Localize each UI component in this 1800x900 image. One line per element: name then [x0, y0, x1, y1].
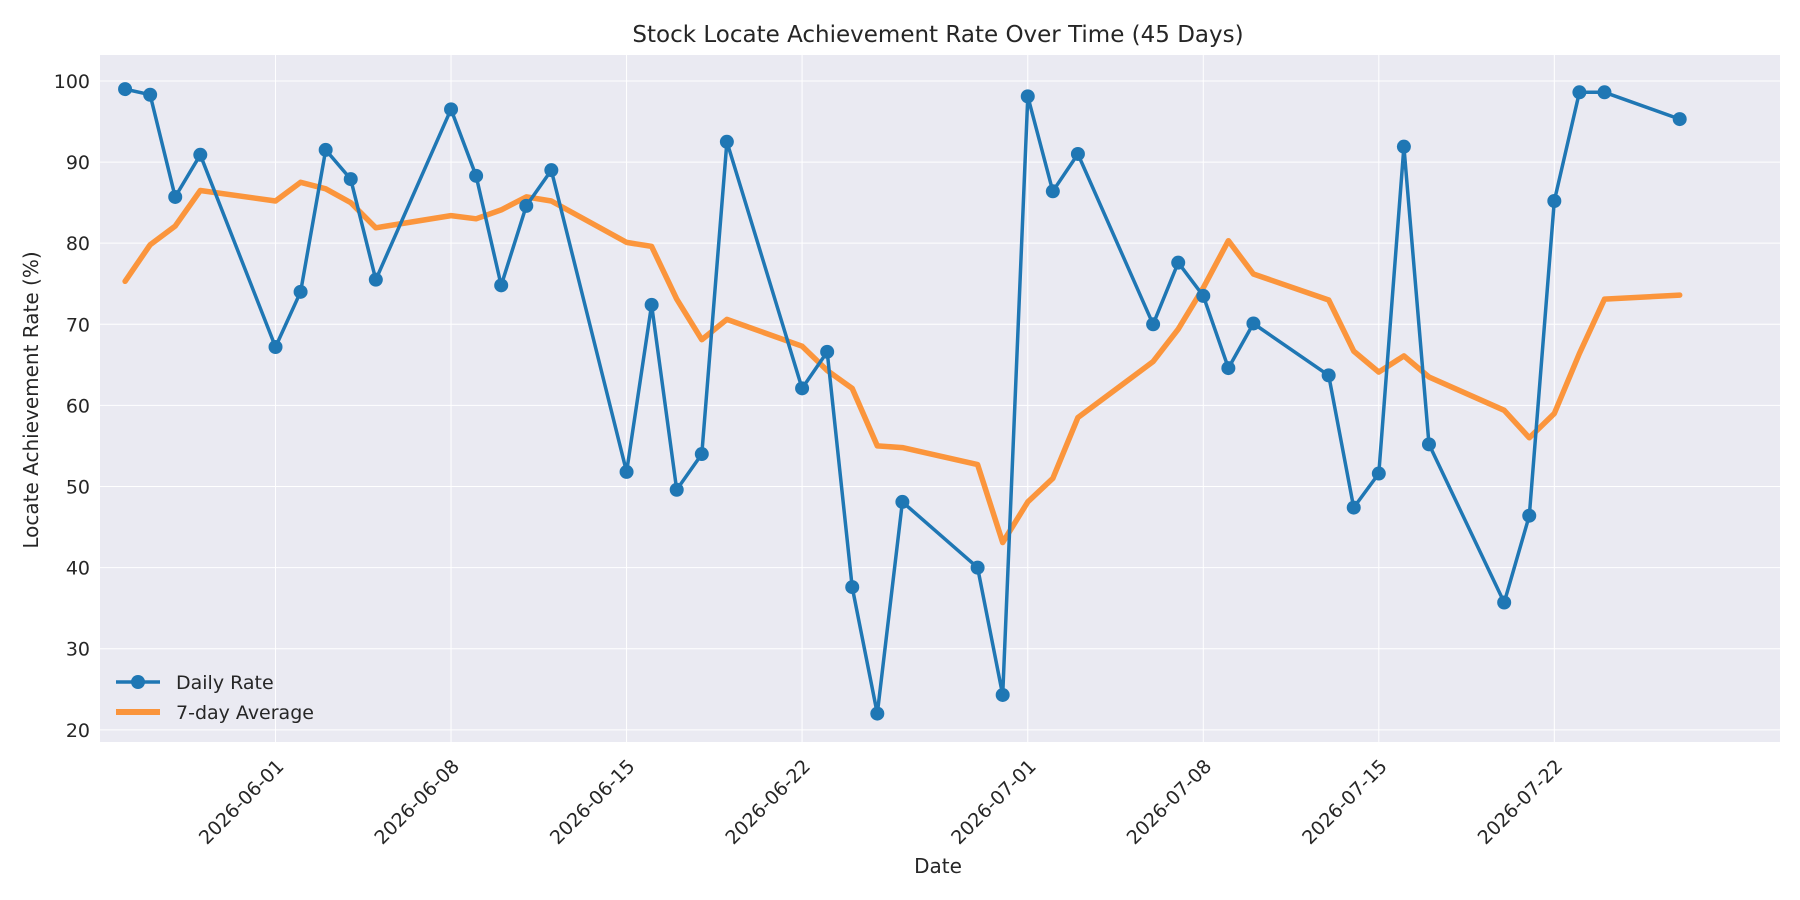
- daily-point: [1246, 316, 1261, 331]
- y-tick-label: 40: [66, 558, 90, 580]
- daily-point: [694, 447, 709, 462]
- x-tick-label: 2026-07-15: [1298, 755, 1392, 849]
- daily-point: [1547, 193, 1562, 208]
- daily-point: [1421, 437, 1436, 452]
- legend: Daily Rate 7-day Average: [116, 672, 314, 724]
- y-tick-label: 20: [66, 720, 90, 742]
- daily-point: [1171, 255, 1186, 270]
- daily-point: [168, 189, 183, 204]
- x-tick-label: 2026-06-08: [370, 755, 464, 849]
- x-axis-ticks: 2026-06-01 2026-06-08 2026-06-15 2026-06-22…: [195, 755, 1567, 849]
- daily-point: [1597, 85, 1612, 100]
- daily-point: [1070, 146, 1085, 161]
- y-axis-ticks: 20 30 40 50 60 70 80 90 100: [54, 71, 90, 742]
- daily-point: [845, 580, 860, 595]
- daily-point: [995, 687, 1010, 702]
- daily-point: [1221, 361, 1236, 376]
- daily-point: [1396, 139, 1411, 154]
- daily-point: [469, 168, 484, 183]
- daily-point: [1497, 595, 1512, 610]
- y-tick-label: 60: [66, 395, 90, 417]
- daily-point: [268, 339, 283, 354]
- daily-point: [820, 344, 835, 359]
- daily-point: [494, 278, 509, 293]
- daily-point: [644, 297, 659, 312]
- y-tick-label: 50: [66, 477, 90, 499]
- daily-point: [368, 272, 383, 287]
- daily-point: [1346, 500, 1361, 515]
- y-tick-label: 30: [66, 639, 90, 661]
- daily-point: [1020, 89, 1035, 104]
- y-tick-label: 80: [66, 233, 90, 255]
- x-tick-label: 2026-06-22: [721, 755, 815, 849]
- daily-point: [293, 284, 308, 299]
- daily-point: [619, 464, 634, 479]
- x-tick-label: 2026-07-01: [947, 755, 1041, 849]
- daily-point: [343, 172, 358, 187]
- daily-point: [1196, 288, 1211, 303]
- daily-point: [193, 147, 208, 162]
- legend-average-label: 7-day Average: [176, 702, 314, 724]
- daily-point: [1045, 184, 1060, 199]
- daily-series: [118, 82, 1687, 721]
- daily-point: [1371, 466, 1386, 481]
- y-tick-label: 70: [66, 314, 90, 336]
- grid: [100, 55, 1780, 742]
- daily-point: [1146, 317, 1161, 332]
- daily-point: [1572, 85, 1587, 100]
- legend-daily-marker: [131, 675, 145, 689]
- plot-area: [100, 55, 1780, 742]
- daily-point: [795, 381, 810, 396]
- y-tick-label: 90: [66, 152, 90, 174]
- daily-point: [870, 706, 885, 721]
- y-axis-label: Locate Achievement Rate (%): [19, 251, 43, 548]
- daily-point: [1672, 112, 1687, 127]
- x-tick-label: 2026-07-08: [1123, 755, 1217, 849]
- legend-daily-label: Daily Rate: [176, 672, 274, 694]
- x-tick-label: 2026-06-15: [546, 755, 640, 849]
- x-tick-label: 2026-07-22: [1474, 755, 1568, 849]
- daily-point: [143, 87, 158, 102]
- daily-point: [970, 560, 985, 575]
- daily-point: [895, 494, 910, 509]
- daily-point: [118, 82, 133, 97]
- daily-point: [444, 102, 459, 117]
- chart-title: Stock Locate Achievement Rate Over Time …: [632, 22, 1243, 48]
- daily-point: [669, 482, 684, 497]
- y-tick-label: 100: [54, 71, 90, 93]
- daily-point: [544, 163, 559, 178]
- daily-point: [1522, 508, 1537, 523]
- daily-point: [719, 134, 734, 149]
- daily-point: [519, 198, 534, 213]
- x-axis-label: Date: [914, 854, 962, 878]
- x-tick-label: 2026-06-01: [195, 755, 289, 849]
- daily-point: [318, 142, 333, 157]
- daily-point: [1321, 368, 1336, 383]
